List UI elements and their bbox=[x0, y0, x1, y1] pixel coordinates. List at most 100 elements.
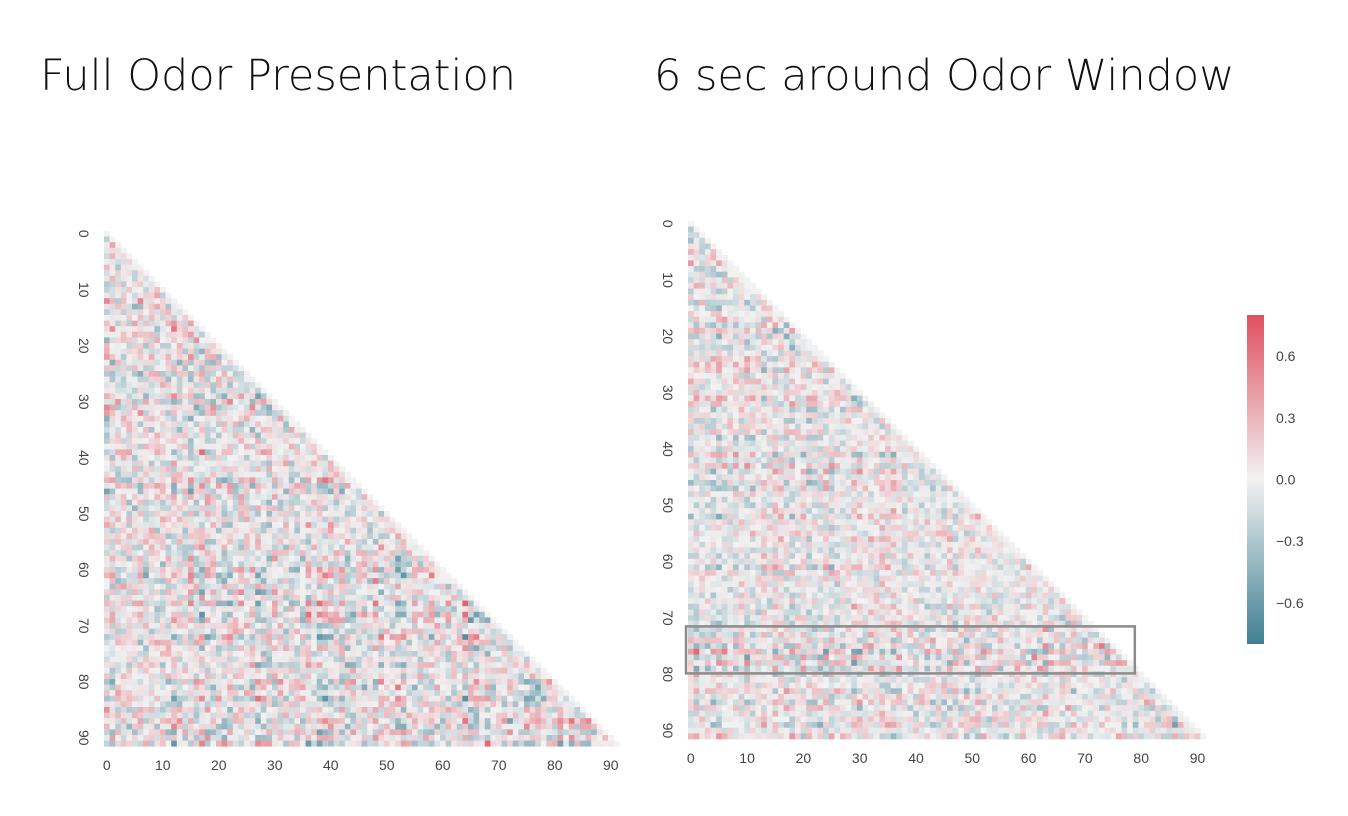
heatmap-cell bbox=[344, 707, 351, 713]
heatmap-cell bbox=[115, 578, 122, 585]
heatmap-cell bbox=[204, 639, 211, 646]
heatmap-cell bbox=[496, 684, 502, 691]
heatmap-cell bbox=[688, 243, 695, 250]
heatmap-cell bbox=[176, 460, 183, 467]
heatmap-cell bbox=[693, 260, 700, 267]
heatmap-cell bbox=[216, 679, 222, 685]
heatmap-cell bbox=[148, 723, 155, 730]
heatmap-cell bbox=[176, 729, 183, 736]
heatmap-cell bbox=[244, 555, 250, 562]
heatmap-cell bbox=[283, 499, 290, 506]
heatmap-cell bbox=[160, 365, 166, 372]
heatmap-cell bbox=[428, 600, 435, 607]
heatmap-cell bbox=[704, 418, 711, 425]
heatmap-cell bbox=[339, 628, 346, 635]
heatmap-cell bbox=[445, 634, 452, 641]
heatmap-cell bbox=[412, 740, 418, 747]
heatmap-cell bbox=[216, 583, 222, 590]
heatmap-cell bbox=[361, 628, 368, 635]
heatmap-cell bbox=[389, 707, 396, 713]
heatmap-cell bbox=[778, 423, 785, 430]
heatmap-cell bbox=[120, 511, 127, 517]
heatmap-cell bbox=[389, 583, 396, 590]
heatmap-cell bbox=[608, 735, 614, 741]
heatmap-cell bbox=[249, 639, 256, 646]
heatmap-cell bbox=[479, 645, 486, 652]
heatmap-cell bbox=[255, 690, 262, 697]
heatmap-cell bbox=[160, 561, 166, 568]
heatmap-cell bbox=[176, 483, 183, 489]
heatmap-cell bbox=[137, 639, 144, 646]
heatmap-cell bbox=[249, 505, 256, 512]
heatmap-cell bbox=[232, 494, 239, 501]
heatmap-cell bbox=[288, 667, 295, 674]
heatmap-cell bbox=[154, 281, 161, 288]
heatmap-cell bbox=[210, 639, 217, 646]
heatmap-cell bbox=[434, 707, 441, 713]
heatmap-cell bbox=[210, 651, 217, 657]
heatmap-cell bbox=[873, 412, 880, 419]
heatmap-cell bbox=[423, 639, 430, 646]
heatmap-cell bbox=[137, 499, 144, 506]
heatmap-cell bbox=[272, 673, 278, 680]
heatmap-cell bbox=[148, 567, 155, 573]
heatmap-cell bbox=[361, 600, 368, 607]
heatmap-cell bbox=[260, 589, 267, 596]
heatmap-cell bbox=[417, 611, 424, 618]
heatmap-cell bbox=[120, 656, 127, 663]
heatmap-cell bbox=[171, 634, 178, 641]
heatmap-cell bbox=[227, 393, 234, 400]
heatmap-cell bbox=[288, 432, 295, 439]
heatmap-cell bbox=[372, 544, 379, 551]
heatmap-cell bbox=[305, 471, 312, 478]
heatmap-cell bbox=[294, 516, 301, 523]
heatmap-cell bbox=[210, 567, 217, 573]
heatmap-cell bbox=[361, 667, 368, 674]
heatmap-cell bbox=[434, 701, 441, 708]
heatmap-cell bbox=[132, 404, 138, 411]
heatmap-cell bbox=[311, 460, 318, 467]
heatmap-cell bbox=[305, 662, 312, 669]
heatmap-cell bbox=[800, 373, 807, 380]
heatmap-cell bbox=[294, 438, 301, 445]
heatmap-cell bbox=[143, 449, 150, 456]
heatmap-cell bbox=[199, 365, 206, 372]
heatmap-cell bbox=[828, 373, 835, 380]
heatmap-cell bbox=[216, 544, 222, 551]
heatmap-cell bbox=[171, 404, 178, 411]
heatmap-cell bbox=[182, 460, 189, 467]
heatmap-cell bbox=[496, 651, 502, 657]
heatmap-cell bbox=[160, 477, 166, 484]
heatmap-cell bbox=[137, 735, 144, 741]
heatmap-cell bbox=[244, 432, 250, 439]
heatmap-cell bbox=[412, 639, 418, 646]
heatmap-cell bbox=[395, 662, 402, 669]
heatmap-cell bbox=[490, 723, 497, 730]
heatmap-cell bbox=[400, 572, 407, 579]
heatmap-cell bbox=[699, 418, 706, 425]
heatmap-cell bbox=[434, 639, 441, 646]
heatmap-cell bbox=[817, 356, 824, 363]
heatmap-cell bbox=[384, 707, 390, 713]
heatmap-cell bbox=[395, 617, 402, 624]
heatmap-cell bbox=[255, 471, 262, 478]
heatmap-cell bbox=[126, 583, 133, 590]
heatmap-cell bbox=[244, 415, 250, 422]
heatmap-cell bbox=[356, 511, 362, 517]
heatmap-cell bbox=[389, 656, 396, 663]
heatmap-cell bbox=[232, 371, 239, 377]
heatmap-cell bbox=[490, 628, 497, 635]
heatmap-cell bbox=[704, 322, 711, 329]
heatmap-cell bbox=[232, 729, 239, 736]
heatmap-cell bbox=[361, 522, 368, 529]
heatmap-cell bbox=[104, 292, 110, 299]
heatmap-cell bbox=[479, 656, 486, 663]
heatmap-cell bbox=[115, 359, 122, 366]
heatmap-cell bbox=[378, 606, 385, 613]
heatmap-cell bbox=[412, 583, 418, 590]
heatmap-cell bbox=[272, 707, 278, 713]
heatmap-cell bbox=[182, 740, 189, 747]
heatmap-cell bbox=[132, 718, 138, 725]
heatmap-cell bbox=[204, 707, 211, 713]
